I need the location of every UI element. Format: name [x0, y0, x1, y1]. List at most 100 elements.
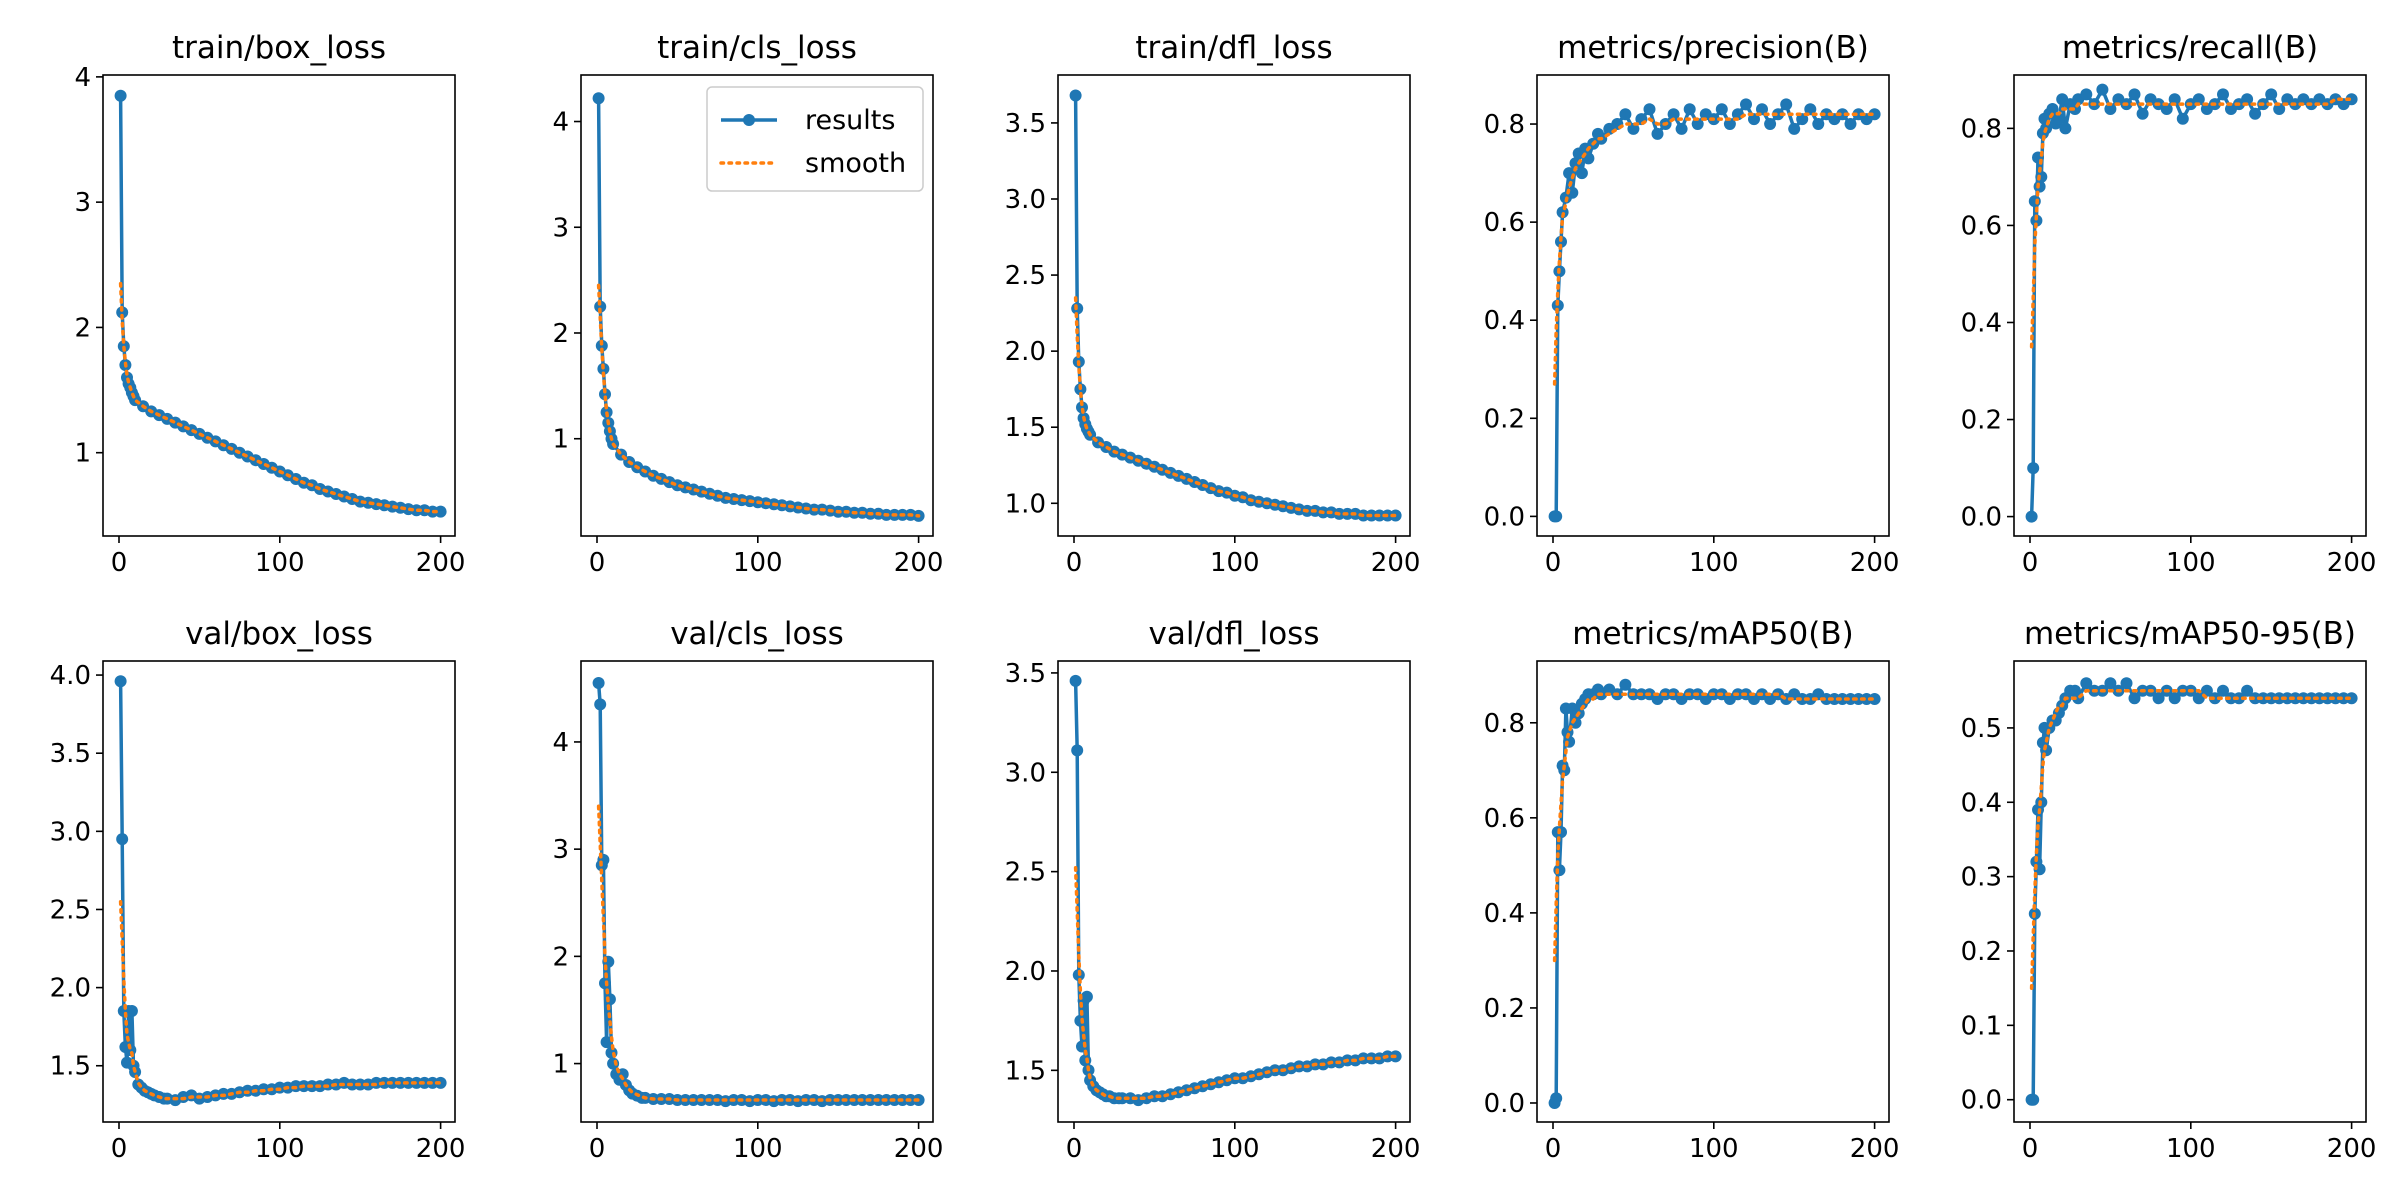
- results-point: [1627, 122, 1640, 135]
- results-point: [1080, 990, 1093, 1003]
- y-tick-label: 0.2: [1484, 994, 1525, 1024]
- results-point: [2128, 88, 2141, 101]
- x-tick-label: 200: [416, 1134, 466, 1164]
- x-tick-label: 200: [2327, 548, 2377, 578]
- y-tick-label: 0.4: [1961, 788, 2002, 818]
- x-tick-label: 100: [2166, 548, 2216, 578]
- results-point: [2168, 93, 2181, 106]
- x-tick-label: 200: [1371, 1134, 1421, 1164]
- y-tick-label: 2.5: [50, 895, 91, 925]
- results-point: [2192, 692, 2205, 705]
- y-tick-label: 1.5: [50, 1052, 91, 1082]
- results-point: [1069, 674, 1082, 687]
- y-tick-label: 0.1: [1961, 1011, 2002, 1041]
- y-tick-label: 4: [74, 63, 91, 93]
- results-point: [600, 1036, 613, 1049]
- legend-label-smooth: smooth: [805, 148, 906, 179]
- chart-title: metrics/mAP50-95(B): [2024, 616, 2356, 652]
- y-tick-label: 1.0: [1005, 489, 1046, 519]
- chart-title: metrics/precision(B): [1557, 30, 1869, 66]
- smooth-line: [1073, 296, 1398, 518]
- results-point: [2345, 93, 2358, 106]
- y-tick-label: 3.0: [50, 817, 91, 847]
- results-point: [2160, 103, 2173, 115]
- results-point: [1780, 98, 1793, 111]
- results-point: [2265, 88, 2278, 101]
- results-point: [1683, 103, 1696, 116]
- results-point: [2128, 692, 2141, 705]
- y-tick-label: 3.5: [1005, 109, 1046, 139]
- smooth-line: [2029, 688, 2354, 990]
- axes-frame: [1536, 74, 1890, 537]
- results-point: [1553, 864, 1566, 877]
- chart-title: val/dfl_loss: [1149, 616, 1320, 652]
- x-tick-label: 0: [1545, 1134, 1562, 1164]
- results-point: [1723, 118, 1736, 130]
- results-point: [1748, 113, 1760, 126]
- y-tick-label: 1: [552, 1050, 569, 1080]
- results-point: [1643, 103, 1656, 116]
- legend-label-results: results: [805, 105, 895, 136]
- x-tick-label: 200: [1371, 548, 1421, 578]
- y-tick-label: 3.5: [50, 739, 91, 769]
- results-point: [1550, 1092, 1563, 1105]
- chart-title: val/box_loss: [185, 616, 373, 652]
- results-point: [594, 698, 607, 711]
- y-tick-label: 2: [74, 313, 91, 343]
- results-point: [1619, 108, 1632, 121]
- results-point: [1619, 678, 1632, 691]
- x-tick-label: 100: [2166, 1134, 2216, 1164]
- y-tick-label: 3: [74, 188, 91, 218]
- x-tick-label: 100: [733, 548, 783, 578]
- results-point: [1764, 118, 1777, 130]
- results-point: [2104, 677, 2117, 690]
- legend: results smooth: [706, 86, 924, 192]
- y-tick-label: 0.4: [1961, 308, 2002, 338]
- x-tick-label: 0: [1066, 1134, 1083, 1164]
- x-tick-label: 200: [1850, 548, 1900, 578]
- results-point: [1550, 510, 1563, 523]
- results-point: [1868, 693, 1881, 705]
- y-tick-label: 2.0: [1005, 337, 1046, 367]
- y-tick-label: 1.5: [1005, 1056, 1046, 1086]
- y-tick-label: 2.0: [1005, 957, 1046, 987]
- y-tick-label: 0.8: [1484, 110, 1525, 140]
- results-point: [2120, 677, 2133, 690]
- results-point: [2059, 122, 2072, 135]
- y-tick-label: 0.4: [1484, 306, 1525, 336]
- results-point: [594, 300, 607, 313]
- chart-panel: metrics/precision(B) 0 100 200 0.0 0.2 0.4 0.6 0…: [1484, 30, 1900, 578]
- results-point: [2104, 103, 2117, 115]
- results-point: [2152, 692, 2165, 705]
- results-point: [1756, 103, 1768, 116]
- legend-box: [706, 86, 924, 192]
- results-point: [1772, 108, 1785, 121]
- results-point: [599, 388, 611, 401]
- y-tick-label: 0.8: [1484, 709, 1525, 739]
- results-point: [2052, 112, 2065, 125]
- x-tick-label: 100: [255, 548, 305, 578]
- results-point: [2025, 510, 2038, 523]
- results-point: [116, 306, 129, 319]
- legend-results-marker: [743, 114, 755, 126]
- x-tick-label: 100: [1689, 1134, 1739, 1164]
- results-point: [125, 1005, 138, 1017]
- x-tick-label: 0: [589, 548, 606, 578]
- x-tick-label: 100: [1210, 1134, 1260, 1164]
- smooth-line: [118, 899, 443, 1101]
- results-point: [2208, 692, 2221, 705]
- axes-frame: [102, 660, 456, 1123]
- results-point: [2027, 1093, 2040, 1106]
- results-point: [2027, 462, 2040, 475]
- x-tick-label: 0: [2022, 548, 2039, 578]
- x-tick-label: 0: [111, 1134, 128, 1164]
- results-point: [116, 833, 129, 846]
- results-point: [1555, 826, 1567, 839]
- y-tick-label: 3.0: [1005, 758, 1046, 788]
- x-tick-label: 100: [1689, 548, 1739, 578]
- smooth-line: [596, 283, 921, 518]
- y-tick-label: 0.2: [1961, 406, 2002, 436]
- x-tick-label: 200: [2327, 1134, 2377, 1164]
- results-point: [2273, 103, 2286, 115]
